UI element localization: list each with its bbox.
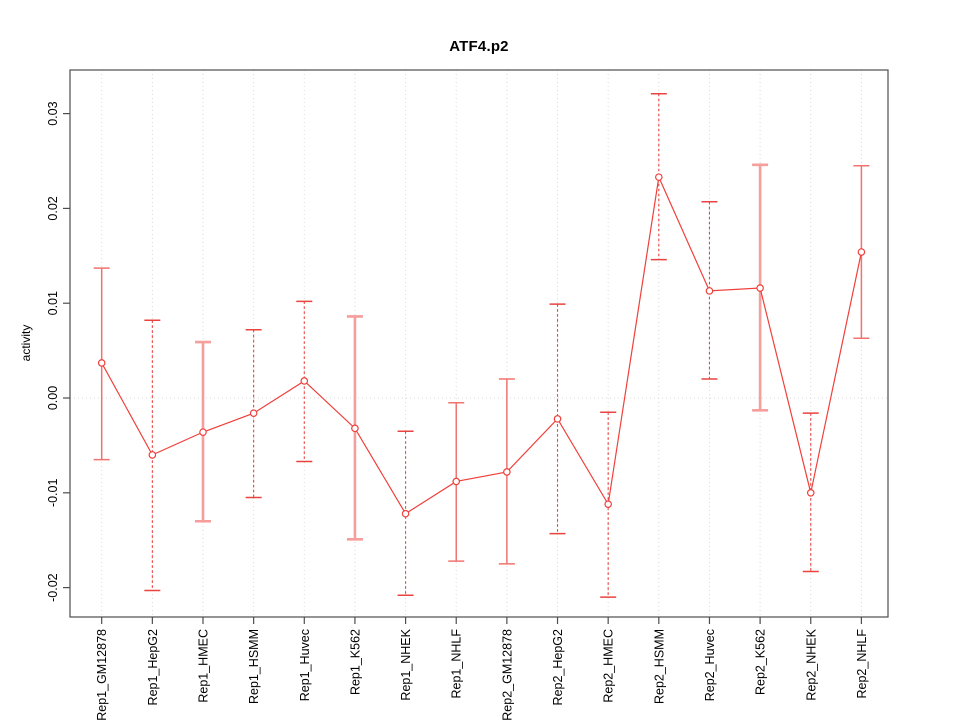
y-tick-label: -0.02: [46, 573, 60, 602]
x-tick-label: Rep2_NHEK: [804, 628, 818, 700]
data-point: [655, 173, 663, 181]
x-tick-label: Rep2_K562: [754, 629, 768, 695]
x-tick-label: Rep1_HepG2: [146, 629, 160, 705]
y-tick-label: 0.03: [46, 101, 60, 125]
x-tick-label: Rep1_NHEK: [399, 628, 413, 700]
x-tick-label: Rep2_GM12878: [500, 629, 514, 720]
x-tick-label: Rep2_HSMM: [652, 629, 666, 704]
x-tick-label: Rep2_Huvec: [703, 629, 717, 701]
x-tick-label: Rep1_NHLF: [450, 629, 464, 699]
data-point: [401, 509, 410, 518]
x-tick-label: Rep2_HepG2: [551, 629, 565, 705]
y-tick-label: 0.01: [46, 291, 60, 315]
data-point: [705, 287, 714, 295]
data-point: [452, 477, 461, 486]
data-point: [857, 248, 866, 256]
x-tick-label: Rep1_HSMM: [247, 629, 261, 704]
x-tick-label: Rep1_HMEC: [196, 629, 210, 703]
y-tick-label: 0.00: [46, 386, 60, 410]
y-axis-title: activity: [19, 324, 33, 362]
data-point: [553, 415, 562, 423]
data-point: [503, 468, 511, 476]
x-tick-label: Rep1_K562: [348, 629, 362, 695]
data-point: [199, 428, 207, 436]
chart-title: ATF4.p2: [449, 38, 509, 55]
data-point: [806, 489, 815, 497]
data-point: [604, 500, 612, 508]
x-tick-label: Rep2_HMEC: [602, 629, 616, 703]
data-point: [249, 409, 258, 417]
data-point: [148, 451, 157, 459]
x-tick-label: Rep1_GM12878: [95, 629, 109, 720]
data-point: [351, 424, 359, 433]
series-line: [101, 175, 862, 515]
x-tick-label: Rep2_NHLF: [855, 629, 869, 699]
y-tick-label: -0.01: [46, 479, 60, 508]
data-point: [97, 359, 106, 367]
x-tick-label: Rep1_Huvec: [298, 629, 312, 701]
data-point: [300, 377, 309, 385]
plot-border: [69, 69, 889, 618]
data-point: [756, 284, 764, 292]
y-tick-label: 0.02: [46, 196, 60, 220]
